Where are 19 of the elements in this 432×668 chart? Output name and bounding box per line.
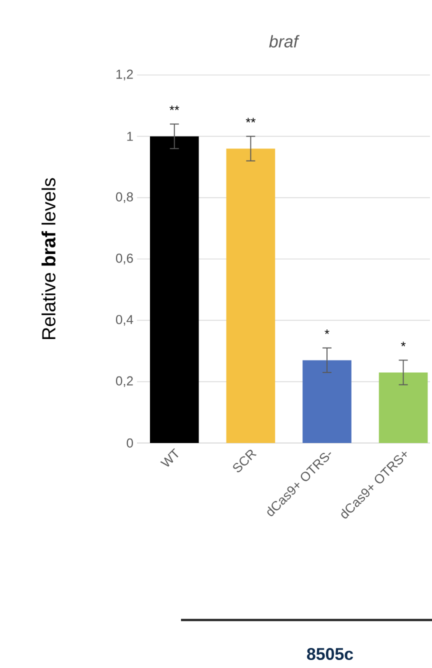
bar [302, 360, 352, 443]
y-tick-label: 0,8 [116, 192, 133, 204]
annotation: ** [170, 106, 180, 110]
y-tick-label: 1,2 [116, 70, 133, 80]
text: 8505c [306, 648, 354, 660]
annotation: ** [246, 118, 256, 122]
y-tick-label: 0,6 [116, 254, 133, 264]
y-tick-label: 0,2 [116, 376, 133, 388]
y-tick-label: 0 [126, 438, 133, 448]
y-tick-label: 0,4 [116, 314, 134, 326]
annotation: * [400, 342, 406, 346]
x-tick-label: WT [160, 448, 178, 467]
y-axis-title: Relative braf levels [42, 178, 56, 339]
y-tick-label: 1 [127, 132, 133, 141]
bar [150, 136, 199, 443]
annotation: * [324, 330, 330, 334]
bar [378, 372, 428, 443]
chart-title: braf [269, 35, 300, 48]
bar [226, 148, 276, 443]
